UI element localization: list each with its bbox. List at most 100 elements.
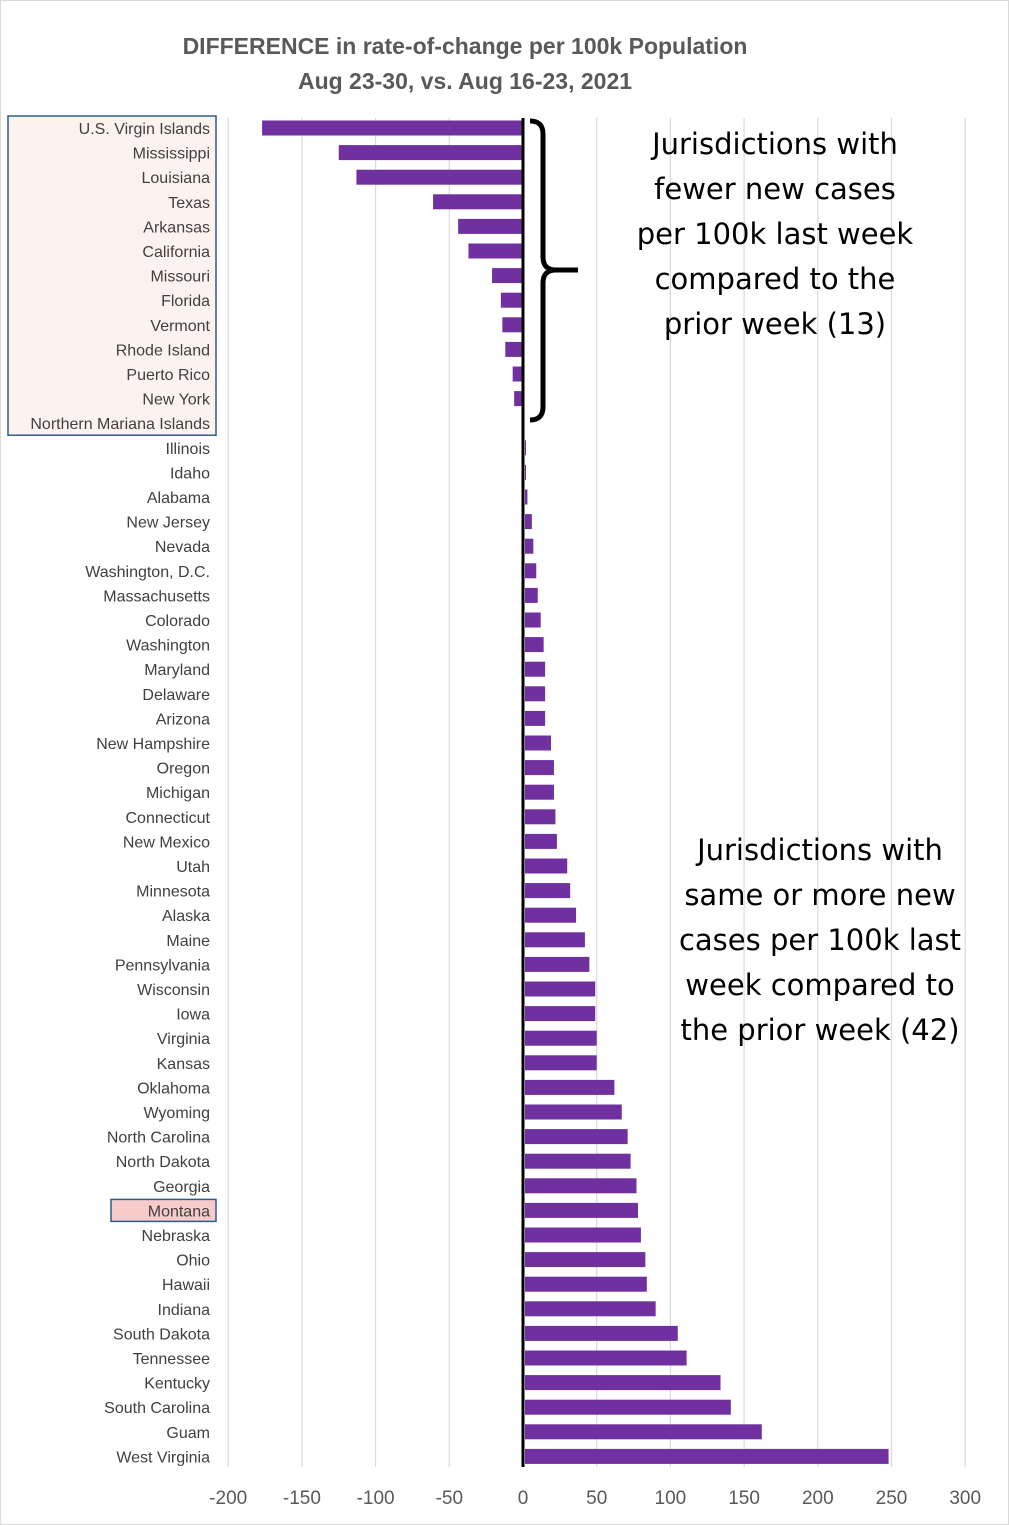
annotation-line: same or more new bbox=[684, 878, 956, 912]
category-label: Delaware bbox=[142, 687, 210, 704]
category-label: California bbox=[142, 244, 210, 261]
category-label: New York bbox=[142, 392, 211, 409]
bar bbox=[525, 1350, 687, 1366]
category-label: New Mexico bbox=[123, 834, 210, 851]
annotation-fewer-cases: Jurisdictions with fewer new cases per 100… bbox=[620, 122, 930, 347]
x-tick-label: 0 bbox=[518, 1488, 529, 1509]
category-label: North Carolina bbox=[107, 1130, 210, 1147]
category-label: Pennsylvania bbox=[115, 957, 210, 974]
bar bbox=[525, 1104, 622, 1120]
category-label: Texas bbox=[168, 195, 210, 212]
category-label: New Jersey bbox=[126, 515, 210, 532]
annotation-line: cases per 100k last bbox=[678, 923, 962, 957]
category-label: U.S. Virgin Islands bbox=[79, 121, 210, 138]
bar bbox=[525, 809, 556, 825]
x-tick-label: 200 bbox=[802, 1488, 834, 1509]
curly-brace bbox=[529, 118, 578, 423]
bar bbox=[525, 1006, 596, 1022]
bar bbox=[525, 1252, 646, 1268]
category-label: Hawaii bbox=[162, 1277, 210, 1294]
bar bbox=[525, 563, 537, 579]
category-label: Missouri bbox=[150, 269, 210, 286]
category-label: Illinois bbox=[166, 441, 210, 458]
annotation-line: fewer new cases bbox=[654, 172, 896, 206]
bar bbox=[525, 981, 596, 997]
category-label: Wyoming bbox=[143, 1105, 210, 1122]
x-tick-label: -200 bbox=[209, 1488, 247, 1509]
x-tick-label: 100 bbox=[655, 1488, 687, 1509]
x-tick-label: 150 bbox=[728, 1488, 760, 1509]
bar bbox=[525, 464, 526, 480]
bar bbox=[525, 1202, 638, 1218]
annotation-line: the prior week (42) bbox=[680, 1013, 960, 1047]
category-label: West Virginia bbox=[116, 1449, 210, 1466]
annotation-more-cases: Jurisdictions with same or more new cases … bbox=[660, 828, 980, 1053]
bar bbox=[525, 637, 544, 653]
category-label: Utah bbox=[176, 859, 210, 876]
category-label: Tennessee bbox=[133, 1351, 210, 1368]
bar bbox=[525, 686, 546, 702]
category-label: Virginia bbox=[157, 1031, 210, 1048]
bar bbox=[525, 1325, 678, 1341]
category-label: Maine bbox=[166, 933, 210, 950]
bar bbox=[525, 833, 557, 849]
annotation-line: Jurisdictions with bbox=[697, 833, 943, 867]
bar bbox=[514, 391, 522, 407]
bar bbox=[525, 587, 538, 603]
category-label: Idaho bbox=[170, 465, 210, 482]
bar bbox=[500, 292, 522, 308]
category-label: Arizona bbox=[156, 711, 210, 728]
annotation-line: prior week (13) bbox=[663, 307, 887, 341]
bar bbox=[512, 366, 522, 382]
bar bbox=[525, 956, 590, 972]
category-label: Michigan bbox=[146, 785, 210, 802]
bar bbox=[525, 1276, 647, 1292]
category-label: Kentucky bbox=[144, 1376, 210, 1393]
category-label: South Dakota bbox=[113, 1326, 210, 1343]
bar bbox=[525, 932, 585, 948]
category-label: Massachusetts bbox=[103, 588, 210, 605]
bar bbox=[458, 218, 522, 234]
category-label: Ohio bbox=[176, 1253, 210, 1270]
bar bbox=[262, 120, 522, 136]
bar bbox=[525, 1448, 889, 1464]
bar bbox=[525, 784, 554, 800]
category-label: Montana bbox=[148, 1203, 210, 1220]
bar bbox=[525, 1227, 641, 1243]
category-label: Maryland bbox=[144, 662, 210, 679]
bar bbox=[525, 1055, 597, 1071]
bar bbox=[525, 1178, 637, 1194]
category-label: Colorado bbox=[145, 613, 210, 630]
bar bbox=[525, 514, 532, 530]
category-label: Alaska bbox=[162, 908, 210, 925]
category-label: South Carolina bbox=[104, 1400, 210, 1417]
bar bbox=[525, 760, 554, 776]
bar bbox=[502, 317, 522, 333]
category-label: Iowa bbox=[176, 1007, 210, 1024]
category-label: Nevada bbox=[155, 539, 210, 556]
category-label: Vermont bbox=[150, 318, 210, 335]
bar bbox=[525, 538, 534, 554]
x-tick-label: 300 bbox=[949, 1488, 981, 1509]
category-label: Kansas bbox=[157, 1056, 210, 1073]
bar bbox=[525, 1301, 656, 1317]
bar bbox=[525, 440, 526, 456]
category-label: Indiana bbox=[158, 1302, 211, 1319]
category-label: North Dakota bbox=[116, 1154, 210, 1171]
category-label: Nebraska bbox=[142, 1228, 211, 1245]
bar bbox=[338, 145, 522, 161]
category-label: Oklahoma bbox=[137, 1080, 210, 1097]
bar bbox=[525, 710, 546, 726]
annotation-line: Jurisdictions with bbox=[652, 127, 898, 161]
annotation-line: compared to the bbox=[654, 262, 896, 296]
x-tick-label: 250 bbox=[876, 1488, 908, 1509]
bar bbox=[356, 169, 522, 185]
category-label: Wisconsin bbox=[137, 982, 210, 999]
category-label: Northern Mariana Islands bbox=[30, 416, 210, 433]
bar bbox=[525, 1129, 628, 1145]
x-tick-label: -50 bbox=[436, 1488, 463, 1509]
bar bbox=[525, 1030, 597, 1046]
category-label: Guam bbox=[166, 1425, 210, 1442]
category-label: Washington bbox=[126, 638, 210, 655]
